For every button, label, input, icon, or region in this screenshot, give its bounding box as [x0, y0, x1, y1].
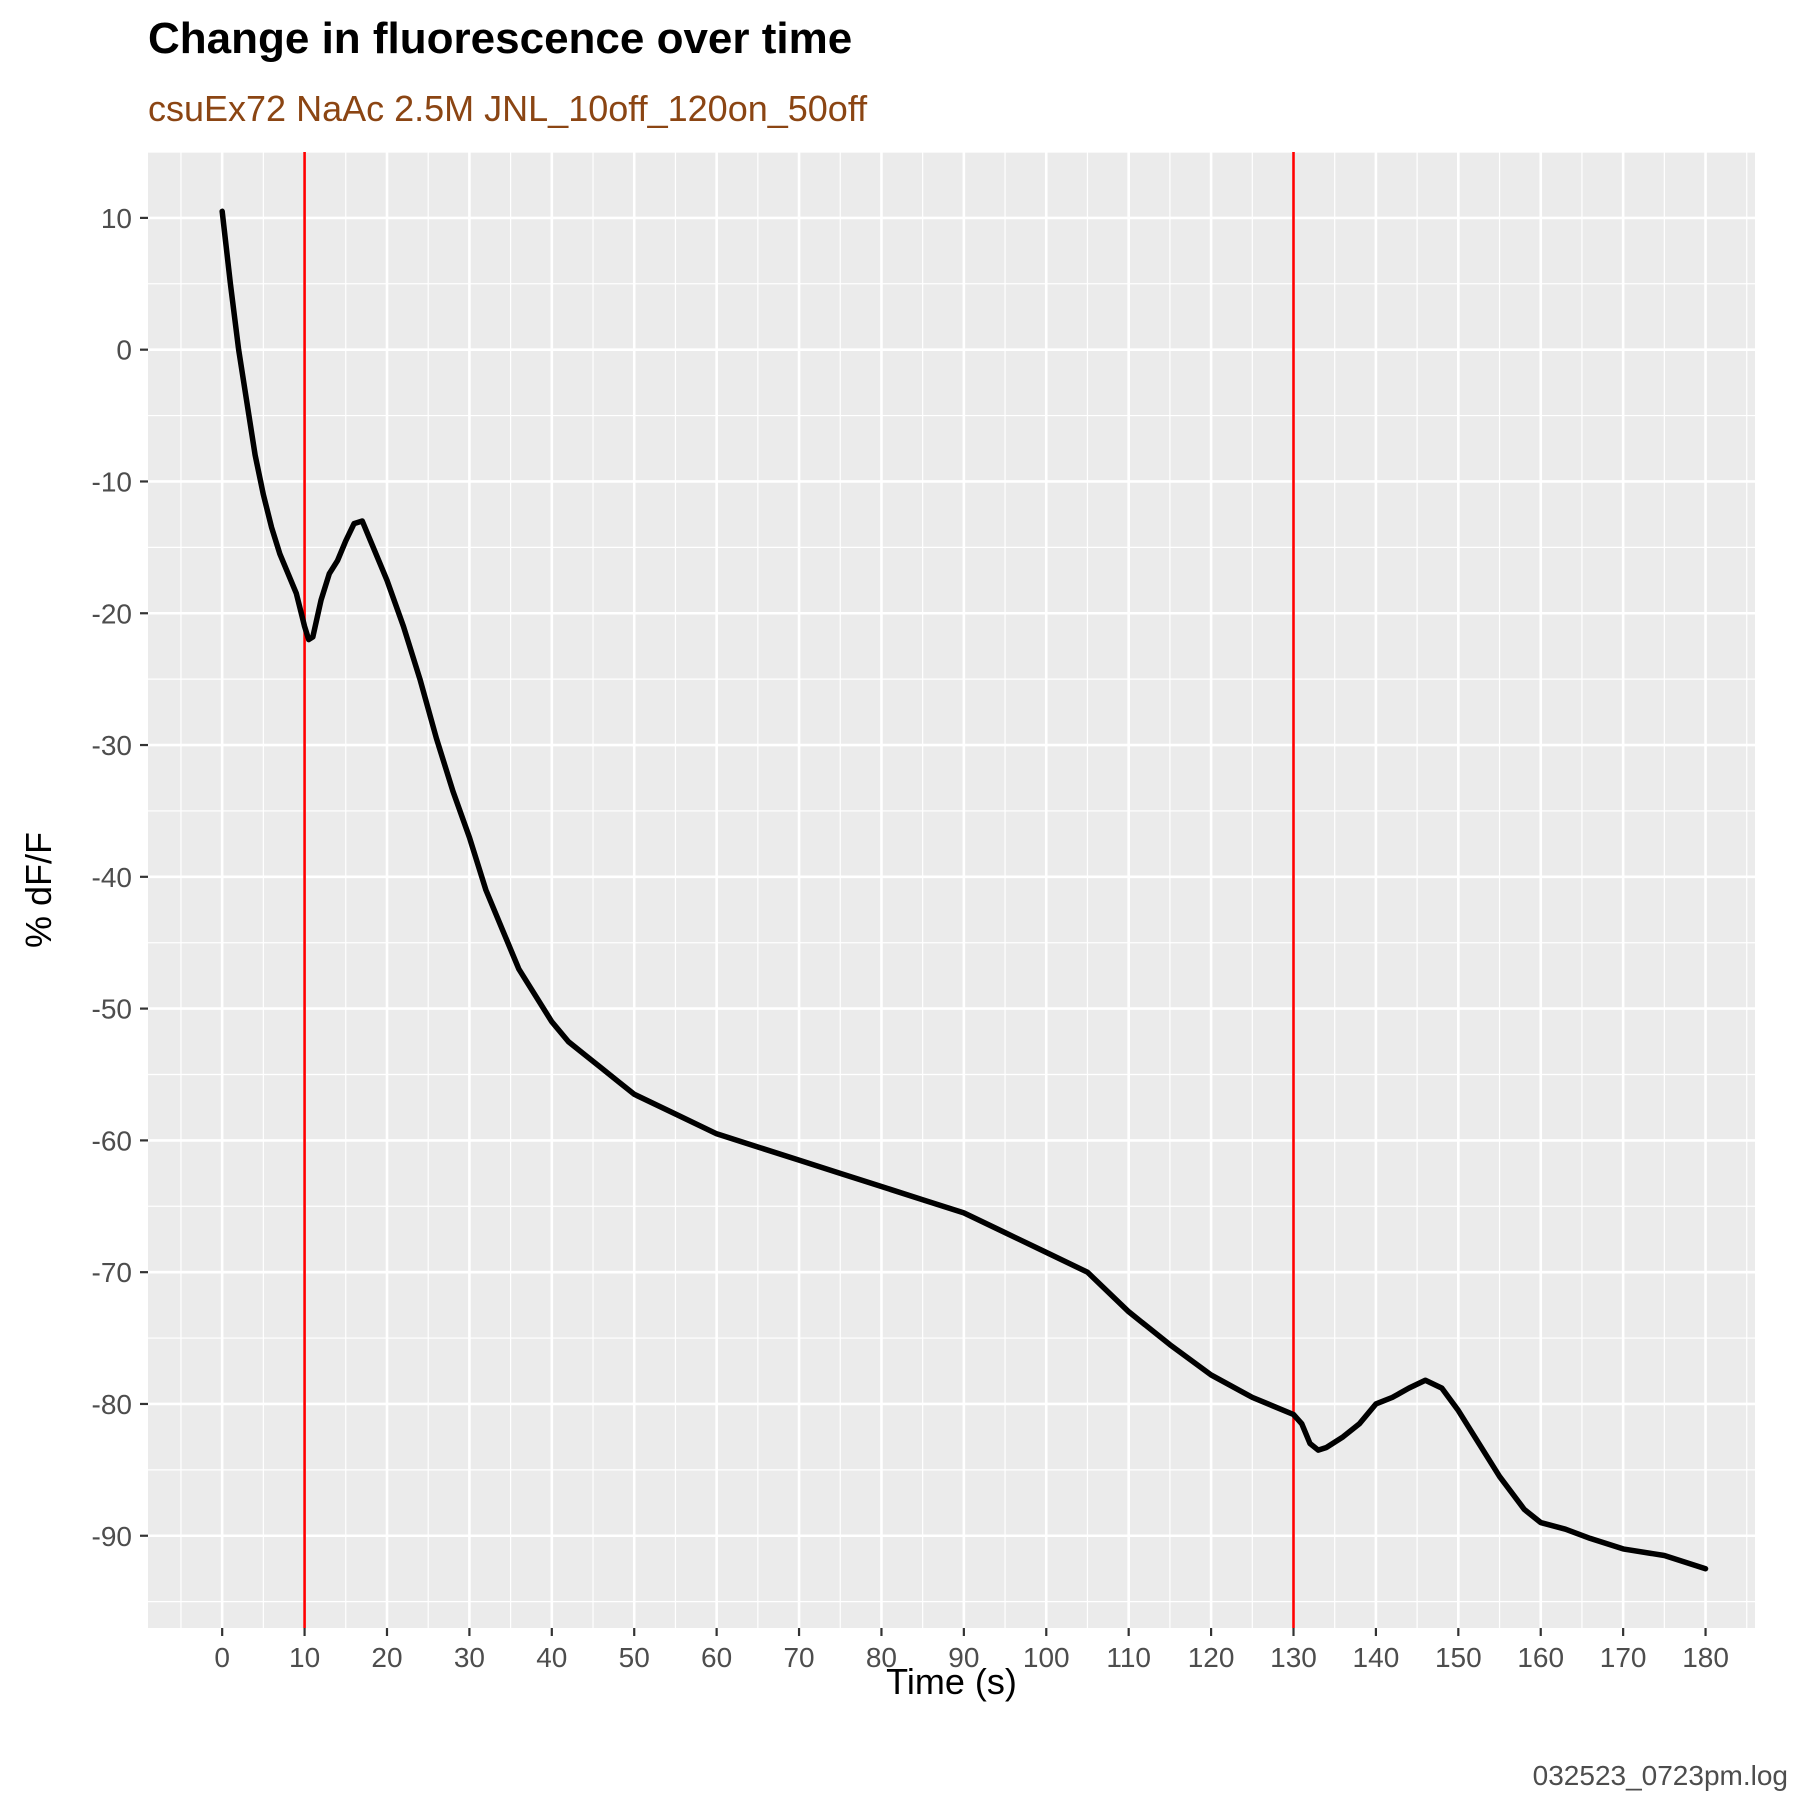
- x-tick-label: 70: [783, 1642, 814, 1673]
- major-gridlines: [148, 152, 1755, 1628]
- chart-title: Change in fluorescence over time: [148, 14, 853, 63]
- y-axis-title: % dF/F: [18, 832, 59, 948]
- x-tick-label: 20: [371, 1642, 402, 1673]
- y-tick-label: -50: [92, 994, 132, 1025]
- minor-gridlines: [148, 151, 1755, 1628]
- y-tick-label: -60: [92, 1125, 132, 1156]
- y-tick-label: -20: [92, 598, 132, 629]
- chart-subtitle: csuEx72 NaAc 2.5M JNL_10off_120on_50off: [148, 88, 868, 129]
- plot-panel: [148, 152, 1755, 1628]
- x-tick-label: 170: [1600, 1642, 1647, 1673]
- x-tick-label: 60: [701, 1642, 732, 1673]
- x-tick-label: 0: [214, 1642, 230, 1673]
- y-tick-label: 0: [116, 335, 132, 366]
- x-tick-label: 140: [1353, 1642, 1400, 1673]
- reference-lines: [303, 152, 1295, 1628]
- x-tick-label: 40: [536, 1642, 567, 1673]
- x-tick-label: 10: [289, 1642, 320, 1673]
- x-tick-label: 100: [1023, 1642, 1070, 1673]
- y-tick-label: -80: [92, 1389, 132, 1420]
- y-tick-label: 10: [101, 203, 132, 234]
- x-tick-label: 30: [454, 1642, 485, 1673]
- x-tick-label: 80: [866, 1642, 897, 1673]
- x-tick-label: 90: [948, 1642, 979, 1673]
- x-tick-label: 150: [1435, 1642, 1482, 1673]
- y-tick-label: -70: [92, 1257, 132, 1288]
- y-tick-label: -10: [92, 466, 132, 497]
- x-tick-label: 110: [1106, 1642, 1151, 1673]
- y-axis-ticks: 10 0 -10 -20 -30 -40 -50 -60 -70 -80 -90: [92, 203, 148, 1552]
- caption: 032523_0723pm.log: [1532, 1760, 1788, 1791]
- y-tick-label: -30: [92, 730, 132, 761]
- x-axis-ticks: 0 10 20 30 40 50 60 70 80 90 100 110 120 130 140 150 160…: [214, 1628, 1729, 1673]
- x-tick-label: 120: [1188, 1642, 1235, 1673]
- x-axis-title: Time (s): [886, 1661, 1017, 1702]
- x-tick-label: 160: [1517, 1642, 1564, 1673]
- y-tick-label: -40: [92, 862, 132, 893]
- x-tick-label: 130: [1270, 1642, 1317, 1673]
- x-tick-label: 50: [619, 1642, 650, 1673]
- y-tick-label: -90: [92, 1521, 132, 1552]
- x-tick-label: 180: [1682, 1642, 1729, 1673]
- series-line: [219, 208, 1709, 1572]
